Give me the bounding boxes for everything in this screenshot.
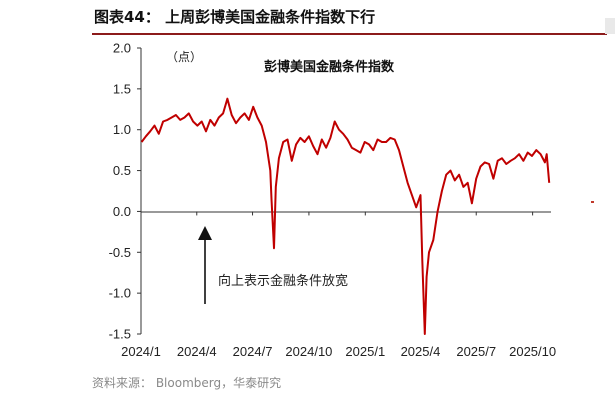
x-tick-label: 2024/4	[177, 344, 217, 359]
series-line	[140, 97, 551, 335]
x-tick-label: 2024/1	[121, 344, 161, 359]
y-tick-label: 2.0	[113, 41, 131, 56]
y-tick-label: 1.0	[113, 122, 131, 137]
y-tick-label: 1.5	[113, 81, 131, 96]
y-tick-label: -0.5	[109, 245, 131, 260]
title-divider	[92, 33, 607, 35]
y-axis: 2.0 1.5 1.0 0.5 0.0 -0.5 -1.0 -1.5	[109, 41, 142, 342]
x-tick-label: 2025/10	[509, 344, 556, 359]
series-group	[140, 97, 551, 335]
x-axis: 2024/1 2024/4 2024/7 2024/10 2025/1 2025/4 202…	[121, 211, 556, 359]
x-tick-label: 2024/10	[285, 344, 332, 359]
y-tick-label: 0.0	[113, 204, 131, 219]
edge-fragment-dot	[591, 201, 594, 203]
unit-label: （点）	[166, 50, 202, 64]
chart-title: 彭博美国金融条件指数	[264, 59, 395, 75]
x-tick-label: 2025/7	[456, 344, 496, 359]
y-tick-label: -1.5	[109, 327, 131, 342]
y-tick-label: 0.5	[113, 163, 131, 178]
x-ticks: 2024/1 2024/4 2024/7 2024/10 2025/1 2025/4 202…	[121, 211, 556, 359]
arrow-head	[198, 226, 212, 240]
x-tick-label: 2025/4	[401, 344, 441, 359]
source-note: 资料来源： Bloomberg，华泰研究	[92, 376, 282, 390]
y-tick-label: -1.0	[109, 286, 131, 301]
figure-title: 图表44： 上周彭博美国金融条件指数下行	[94, 8, 376, 26]
y-ticks: 2.0 1.5 1.0 0.5 0.0 -0.5 -1.0 -1.5	[109, 41, 141, 342]
annotation-text: 向上表示金融条件放宽	[218, 273, 348, 289]
x-tick-label: 2025/1	[345, 344, 385, 359]
edge-fragment	[605, 18, 615, 34]
annotation-arrow	[198, 226, 212, 304]
x-tick-label: 2024/7	[233, 344, 273, 359]
